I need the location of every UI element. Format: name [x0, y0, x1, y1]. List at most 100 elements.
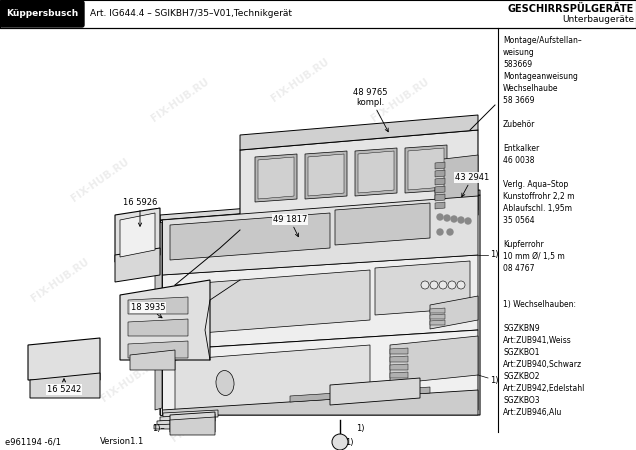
Bar [0, 0, 636, 28]
Text: weisung: weisung [503, 48, 535, 57]
Ellipse shape [216, 370, 234, 396]
Text: FIX-HUB.RU: FIX-HUB.RU [419, 276, 481, 324]
Polygon shape [155, 222, 162, 410]
Polygon shape [160, 220, 162, 415]
Text: 18 3935: 18 3935 [131, 303, 165, 318]
Circle shape [448, 281, 456, 289]
Text: e961194 -6/1: e961194 -6/1 [5, 437, 61, 446]
Text: 46 0038: 46 0038 [503, 156, 534, 165]
Polygon shape [170, 412, 215, 432]
Polygon shape [120, 213, 155, 257]
Polygon shape [430, 320, 445, 325]
Text: Verlg. Aqua–Stop: Verlg. Aqua–Stop [503, 180, 568, 189]
Polygon shape [430, 296, 478, 329]
Polygon shape [435, 178, 445, 185]
Polygon shape [405, 145, 447, 193]
Polygon shape [175, 345, 370, 415]
Text: FIX-HUB.RU: FIX-HUB.RU [219, 256, 280, 304]
Text: FIX-HUB.RU: FIX-HUB.RU [99, 356, 161, 404]
Polygon shape [435, 155, 478, 215]
Polygon shape [160, 195, 480, 415]
Text: 1) Wechselhauben:: 1) Wechselhauben: [503, 300, 576, 309]
Polygon shape [175, 270, 370, 335]
Polygon shape [430, 314, 445, 319]
Text: Entkalker: Entkalker [503, 144, 539, 153]
Circle shape [465, 218, 471, 224]
Text: 35 0564: 35 0564 [503, 216, 535, 225]
Circle shape [458, 217, 464, 223]
FancyBboxPatch shape [0, 1, 84, 27]
Polygon shape [128, 341, 188, 358]
Text: FIX-HUB.RU: FIX-HUB.RU [349, 356, 411, 404]
Circle shape [439, 281, 447, 289]
Text: 48 9765
kompl.: 48 9765 kompl. [353, 88, 388, 132]
Polygon shape [154, 422, 209, 429]
Polygon shape [30, 373, 100, 398]
Text: GESCHIRRSPÜLGERÄTE: GESCHIRRSPÜLGERÄTE [508, 4, 634, 14]
Text: Montage/Aufstellan–: Montage/Aufstellan– [503, 36, 582, 45]
Polygon shape [390, 372, 408, 378]
Polygon shape [128, 319, 188, 336]
Text: 1): 1) [490, 375, 499, 384]
Text: SGZKBO3: SGZKBO3 [503, 396, 539, 405]
Text: Zubehör: Zubehör [503, 120, 536, 129]
Polygon shape [390, 364, 408, 370]
Text: Version1.1: Version1.1 [100, 437, 144, 446]
Text: 16 5926: 16 5926 [123, 198, 157, 226]
Circle shape [437, 214, 443, 220]
Polygon shape [435, 202, 445, 209]
Polygon shape [160, 414, 215, 421]
Polygon shape [162, 196, 478, 275]
Polygon shape [390, 356, 408, 362]
Text: Wechselhaube: Wechselhaube [503, 84, 558, 93]
Polygon shape [258, 157, 294, 199]
Circle shape [447, 229, 453, 235]
Polygon shape [375, 261, 470, 315]
Polygon shape [128, 297, 188, 314]
Polygon shape [170, 417, 215, 435]
Polygon shape [390, 348, 408, 354]
Text: 16 5242: 16 5242 [47, 379, 81, 394]
Polygon shape [435, 186, 445, 193]
Text: SGZKBO1: SGZKBO1 [503, 348, 539, 357]
Text: 08 4767: 08 4767 [503, 264, 534, 273]
Text: 1): 1) [345, 438, 354, 447]
Polygon shape [115, 208, 160, 262]
Polygon shape [157, 418, 212, 425]
Polygon shape [305, 151, 347, 199]
Polygon shape [240, 130, 478, 230]
Polygon shape [290, 387, 430, 402]
Text: 43 2941: 43 2941 [455, 173, 489, 197]
Circle shape [444, 215, 450, 221]
Polygon shape [115, 248, 160, 282]
Text: Art:ZUB940,Schwarz: Art:ZUB940,Schwarz [503, 360, 582, 369]
Circle shape [332, 434, 348, 450]
Text: Ablaufschl. 1,95m: Ablaufschl. 1,95m [503, 204, 572, 213]
Text: FIX-HUB.RU: FIX-HUB.RU [319, 156, 381, 204]
Polygon shape [28, 338, 100, 380]
Text: SGZKBN9: SGZKBN9 [503, 324, 539, 333]
Text: SGZKBO2: SGZKBO2 [503, 372, 539, 381]
Text: FIX-HUB.RU: FIX-HUB.RU [269, 56, 331, 104]
Text: FIX-HUB.RU: FIX-HUB.RU [149, 76, 211, 124]
Text: Kunstoffrohr 2,2 m: Kunstoffrohr 2,2 m [503, 192, 574, 201]
Polygon shape [162, 255, 478, 350]
Polygon shape [130, 350, 175, 370]
Polygon shape [308, 154, 344, 196]
Polygon shape [430, 308, 445, 313]
Text: 1): 1) [356, 423, 364, 432]
Circle shape [451, 216, 457, 222]
Polygon shape [358, 151, 394, 193]
Text: 10 mm Ø/ 1,5 m: 10 mm Ø/ 1,5 m [503, 252, 565, 261]
Text: 58 3669: 58 3669 [503, 96, 534, 105]
Text: 49 1817: 49 1817 [273, 215, 307, 237]
Polygon shape [435, 162, 445, 169]
Circle shape [430, 281, 438, 289]
Circle shape [457, 281, 465, 289]
Text: 1): 1) [490, 251, 499, 260]
Polygon shape [255, 154, 297, 202]
Polygon shape [330, 378, 420, 405]
Polygon shape [390, 336, 478, 384]
Text: FIX-HUB.RU: FIX-HUB.RU [370, 76, 431, 124]
Text: FIX-HUB.RU: FIX-HUB.RU [199, 356, 261, 404]
